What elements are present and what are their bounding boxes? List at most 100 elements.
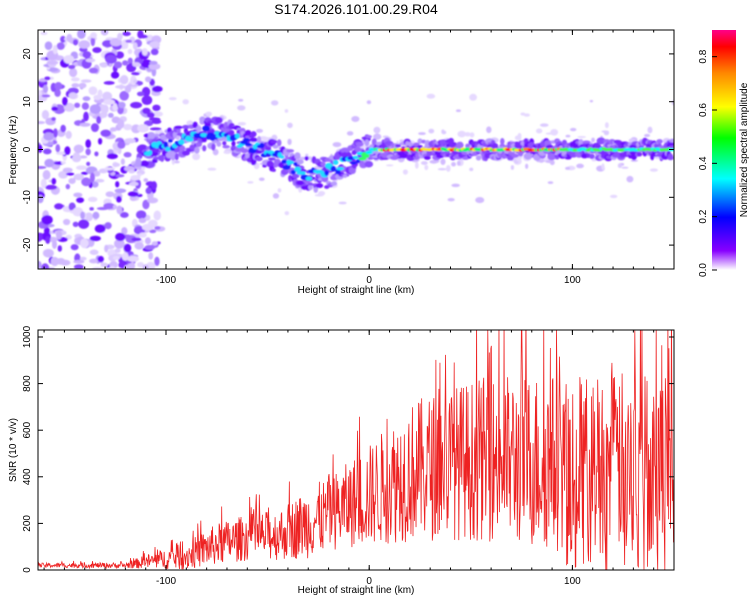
spectrogram-noise-blob [570,127,577,132]
spectrogram-noise-blob [147,219,158,228]
spectrogram-ridge-blob [364,153,370,159]
spectrogram-halo-blob [423,155,431,160]
spectrogram-noise-blob [150,48,159,56]
spectrogram-noise-blob [112,162,121,167]
spectrogram-noise-blob [117,32,123,41]
spectrogram-ridge-blob [282,165,291,170]
spectrogram-noise-blob [92,211,100,220]
spectrogram-halo-blob [667,155,674,161]
snr-frame [37,329,675,571]
spectrogram-noise-blob [115,174,125,178]
spectrogram-noise-blob [69,209,82,214]
spectrogram-noise-blob [132,42,138,50]
spectrogram-noise-blob [91,181,99,188]
colorbar-tick-label: 0.2 [698,209,709,223]
spectrogram-halo-blob [202,145,207,152]
spectrogram-noise-blob [89,104,101,114]
spectrogram-noise-blob [102,104,109,114]
spectrogram-halo-blob [249,137,259,143]
spectrogram-noise-blob [89,172,95,183]
spectrogram-noise-blob [238,98,244,102]
spectrogram-noise-blob [601,163,605,171]
spectrogram-noise-blob [338,201,347,205]
spectrogram-noise-blob [130,174,141,181]
spectrogram-noise-blob [447,198,455,202]
spectrogram-halo-blob [268,157,276,161]
spectrogram-xtick-label: 100 [564,275,581,286]
spectrogram-noise-blob [515,157,522,162]
spectrogram-noise-blob [223,150,232,155]
spectrogram-noise-blob [145,181,155,187]
spectrogram-noise-blob [73,144,84,154]
spectrogram-noise-blob [46,60,59,65]
spectrogram-noise-blob [89,249,99,255]
spectrogram-noise-blob [103,81,115,85]
spectrogram-noise-blob [38,232,43,242]
spectrogram-ridge-blob [200,133,208,138]
spectrogram-noise-blob [107,112,114,118]
spectrogram-noise-blob [104,244,109,253]
spectrogram-noise-blob [149,229,157,234]
spectrogram-noise-blob [53,128,58,138]
spectrogram-halo-blob [201,137,207,143]
spectrogram-noise-blob [135,210,147,220]
spectrogram-halo-blob [364,160,374,168]
spectrogram-noise-blob [437,168,447,171]
spectrogram-halo-blob [179,145,186,152]
spectrogram-noise-blob [71,154,82,163]
spectrogram-noise-blob [81,177,92,187]
spectrogram-noise-blob [104,222,112,230]
spectrogram-halo-blob [172,131,178,139]
spectrogram-noise-blob [451,162,456,167]
spectrogram-noise-blob [55,151,67,156]
spectrogram-noise-blob [38,165,47,170]
spectrogram-halo-blob [215,116,223,124]
spectrogram-noise-blob [182,99,189,105]
spectrogram-halo-blob [547,153,557,161]
spectrogram-noise-blob [151,241,158,246]
spectrogram-noise-blob [122,31,131,37]
spectrogram-noise-blob [86,161,91,167]
spectrogram-noise-blob [277,188,282,193]
spectrogram-noise-blob [125,235,137,244]
spectrogram-halo-blob [222,140,227,146]
spectrogram-noise-blob [174,160,180,164]
spectrogram-noise-blob [115,181,120,188]
spectrogram-noise-blob [69,67,78,78]
spectrogram-noise-blob [68,64,76,70]
spectrogram-noise-blob [455,109,461,113]
spectrogram-noise-blob [270,100,279,106]
spectrogram-noise-blob [85,58,96,63]
spectrogram-noise-blob [132,62,141,67]
spectrogram-noise-blob [259,136,268,141]
spectrogram-halo-blob [668,139,674,143]
spectrogram-halo-blob [603,139,610,143]
spectrogram-noise-blob [601,130,610,133]
spectrogram-noise-blob [88,67,99,74]
spectrogram-noise-blob [525,163,529,169]
spectrogram-noise-blob [117,118,125,129]
spectrogram-noise-blob [138,217,147,224]
spectrogram-halo-blob [500,137,505,145]
spectrogram-noise-blob [441,130,447,135]
spectrogram-noise-blob [80,171,89,175]
spectrogram-noise-blob [591,137,595,143]
spectrogram-noise-blob [144,76,152,83]
spectrogram-halo-blob [244,129,252,136]
spectrogram-noise-blob [44,158,55,168]
spectrogram-halo-blob [555,156,560,160]
spectrogram-noise-blob [154,226,161,230]
spectrogram-halo-blob [255,156,263,162]
spectrogram-noise-blob [112,256,121,260]
spectrogram-noise-blob [128,169,135,174]
spectrogram-halo-blob [294,152,301,160]
spectrogram-noise-blob [429,159,439,164]
spectrogram-noise-blob [207,167,217,171]
spectrogram-noise-blob [138,232,147,238]
spectrogram-ridge-blob [356,159,361,164]
spectrogram-noise-blob [386,164,394,167]
spectrogram-halo-blob [448,137,455,145]
spectrogram-ridge-blob [245,142,252,147]
